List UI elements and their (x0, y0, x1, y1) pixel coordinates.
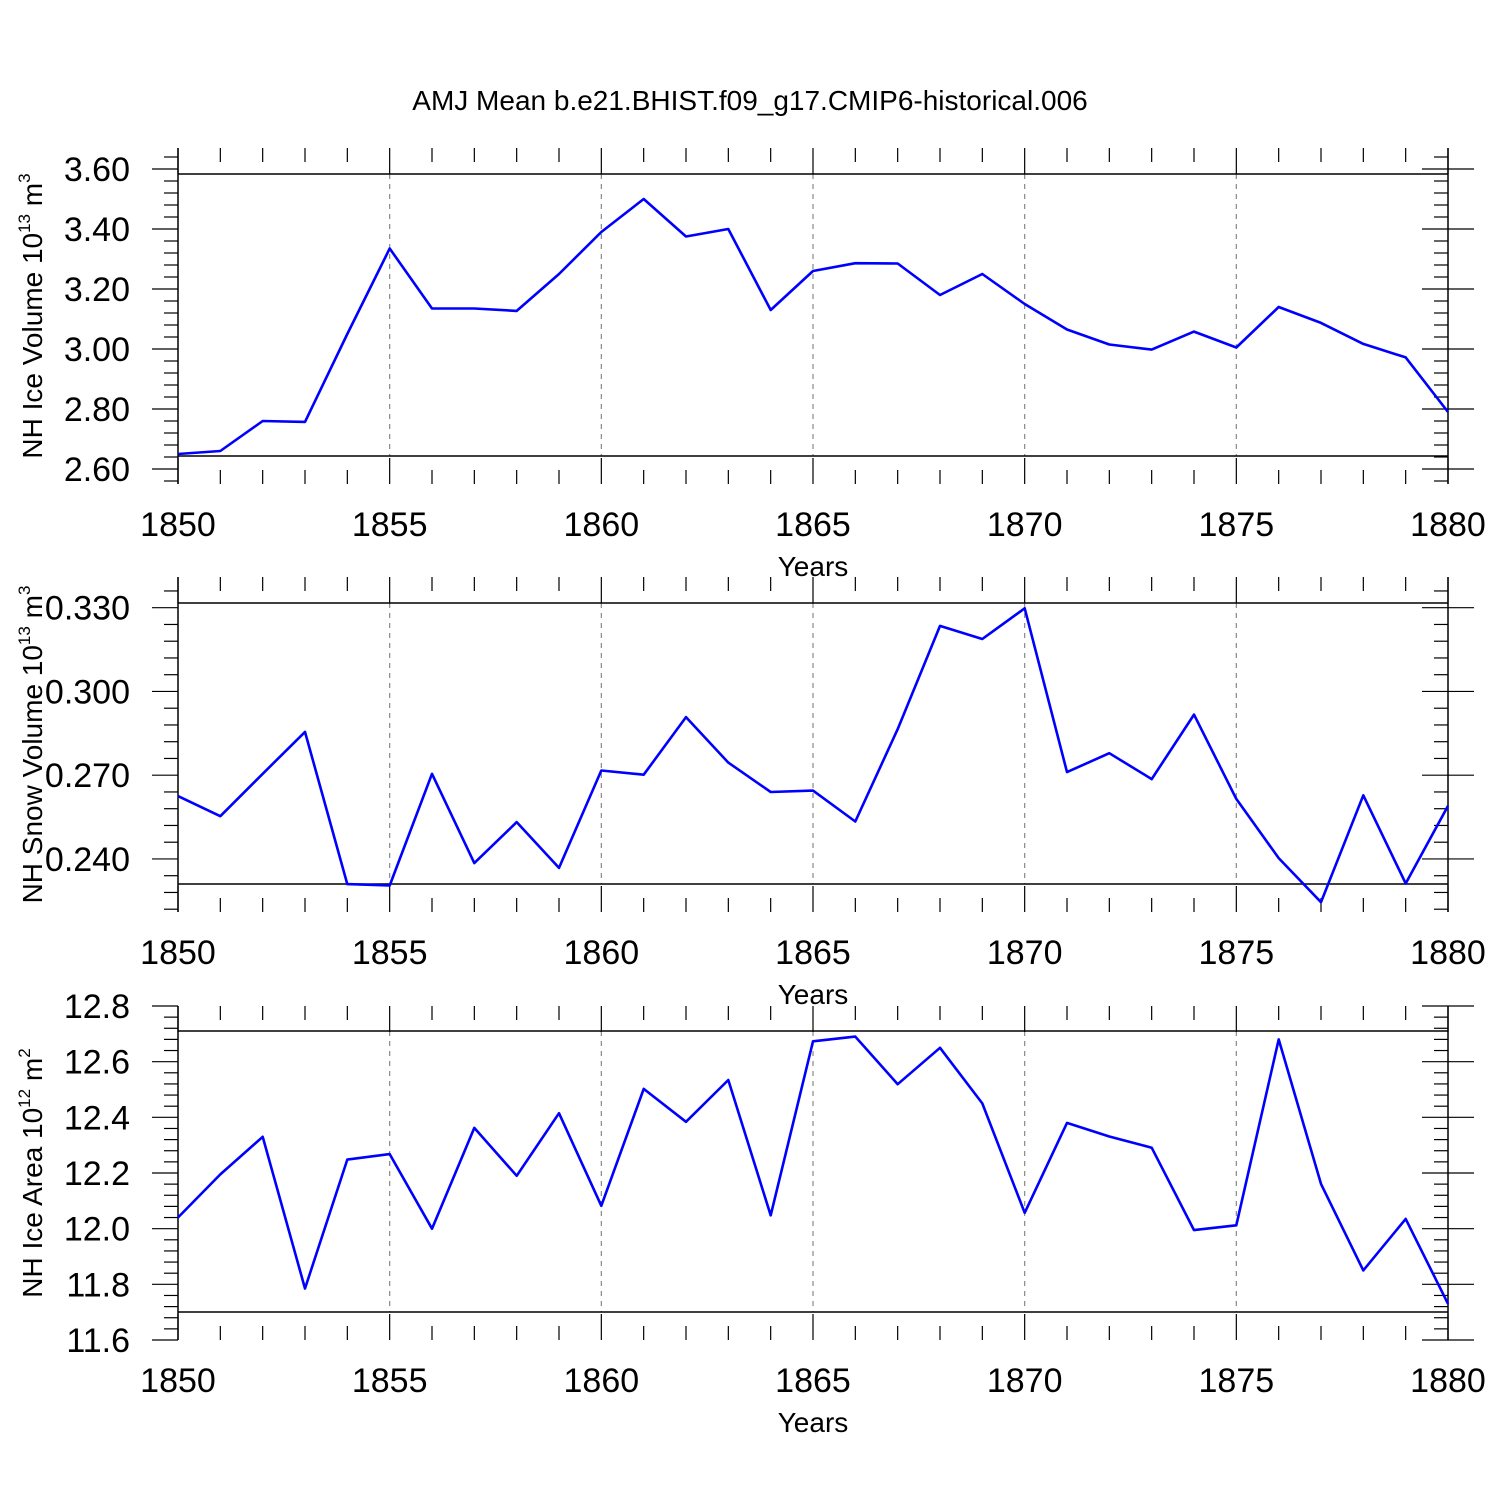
y-tick-label: 12.6 (64, 1044, 130, 1082)
x-tick-label: 1880 (1410, 934, 1486, 972)
x-tick-label: 1880 (1410, 1362, 1486, 1400)
figure-title: AMJ Mean b.e21.BHIST.f09_g17.CMIP6-histo… (412, 85, 1087, 116)
y-tick-label: 2.80 (64, 391, 130, 429)
panel-ice-area: 11.6 11.8 12.0 12.2 12.4 12.6 12.8 1850 1855 1860… (15, 988, 1486, 1438)
x-tick-label: 1850 (140, 506, 216, 544)
y-tick-label: 0.270 (45, 757, 130, 795)
x-tick-label: 1870 (987, 934, 1063, 972)
panel-ice-volume: 2.60 2.80 3.00 3.20 3.40 3.60 1850 1855 1860 1865… (15, 148, 1486, 582)
y-tick-label: 12.8 (64, 988, 130, 1026)
x-tick-label: 1865 (775, 934, 851, 972)
x-tick-label: 1860 (564, 934, 640, 972)
y-tick-label: 11.8 (66, 1266, 130, 1304)
x-axis-label: Years (778, 1407, 849, 1438)
x-tick-label: 1875 (1199, 506, 1275, 544)
y-tick-label: 0.330 (45, 590, 130, 628)
y-tick-label: 12.4 (64, 1099, 130, 1137)
x-tick-label: 1875 (1199, 1362, 1275, 1400)
x-tick-label: 1855 (352, 934, 428, 972)
y-tick-label: 12.2 (64, 1155, 130, 1193)
y-tick-label: 3.40 (64, 211, 130, 249)
x-tick-label: 1870 (987, 1362, 1063, 1400)
x-tick-label: 1880 (1410, 506, 1486, 544)
y-tick-label: 3.60 (64, 151, 130, 189)
panel-snow-volume: 0.240 0.270 0.300 0.330 1850 1855 1860 1865 1870… (15, 577, 1486, 1010)
x-tick-label: 1850 (140, 1362, 216, 1400)
y-tick-label: 0.300 (45, 673, 130, 711)
y-tick-label: 3.20 (64, 271, 130, 309)
x-tick-label: 1860 (564, 506, 640, 544)
x-tick-label: 1865 (775, 1362, 851, 1400)
x-tick-label: 1850 (140, 934, 216, 972)
y-tick-label: 12.0 (64, 1211, 130, 1249)
x-axis-label: Years (778, 979, 849, 1010)
y-tick-label: 0.240 (45, 841, 130, 879)
x-tick-label: 1865 (775, 506, 851, 544)
x-axis-label: Years (778, 551, 849, 582)
y-axis-label: NH Ice Area 1012 m2 (15, 1048, 48, 1297)
x-tick-label: 1855 (352, 506, 428, 544)
y-tick-label: 3.00 (64, 331, 130, 369)
series-line-snow-volume (177, 606, 1450, 904)
series-line-ice-volume (177, 197, 1450, 456)
y-axis-label: NH Ice Volume 1013 m3 (15, 173, 48, 458)
y-tick-label: 2.60 (64, 451, 130, 489)
x-tick-label: 1855 (352, 1362, 428, 1400)
x-tick-label: 1875 (1199, 934, 1275, 972)
y-tick-label: 11.6 (66, 1322, 130, 1360)
y-axis-label: NH Snow Volume 1013 m3 (15, 586, 48, 904)
x-tick-label: 1860 (564, 1362, 640, 1400)
series-line-ice-area (177, 1035, 1450, 1305)
x-tick-label: 1870 (987, 506, 1063, 544)
